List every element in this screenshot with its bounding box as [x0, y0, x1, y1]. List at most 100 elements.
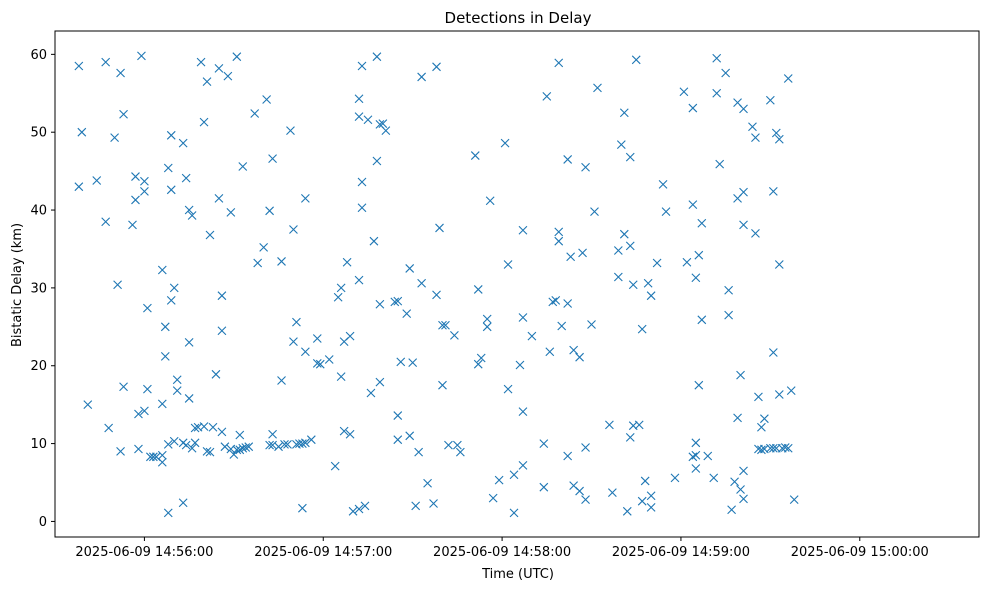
data-point: [736, 485, 745, 494]
data-point: [757, 445, 766, 455]
data-point: [166, 295, 176, 305]
x-tick-label: 2025-06-09 14:58:00: [433, 545, 571, 560]
data-point: [593, 83, 602, 93]
data-point: [581, 495, 590, 505]
y-tick-label: 50: [30, 126, 47, 141]
data-point: [357, 177, 367, 187]
data-point: [354, 275, 364, 285]
data-point: [771, 128, 781, 138]
data-point: [393, 435, 403, 445]
data-point: [751, 133, 760, 143]
y-tick-label: 30: [30, 281, 47, 296]
data-point: [563, 155, 573, 164]
data-point: [691, 438, 701, 448]
data-point: [241, 443, 251, 452]
data-point: [92, 176, 102, 185]
data-point: [539, 482, 549, 492]
data-point: [402, 309, 412, 318]
data-point: [232, 445, 242, 455]
data-point: [569, 345, 579, 355]
data-point: [637, 324, 647, 334]
data-point: [140, 186, 149, 196]
data-point: [381, 126, 391, 136]
data-point: [369, 236, 379, 246]
data-point: [372, 156, 382, 166]
y-tick-label: 60: [30, 48, 47, 63]
data-point: [452, 440, 462, 450]
data-point: [652, 258, 662, 268]
data-point: [429, 499, 438, 508]
data-point: [274, 442, 283, 452]
data-point: [289, 225, 298, 234]
data-point: [625, 241, 635, 251]
data-point: [366, 388, 376, 398]
data-point: [703, 451, 713, 461]
data-point: [163, 439, 173, 449]
data-point: [223, 71, 233, 81]
x-tick-label: 2025-06-09 14:56:00: [75, 545, 213, 560]
data-point: [208, 422, 218, 432]
data-point: [482, 314, 492, 324]
data-point: [625, 432, 635, 442]
data-point: [378, 119, 388, 129]
data-point: [554, 227, 564, 237]
data-point: [354, 112, 364, 122]
data-point: [473, 285, 483, 294]
data-point: [101, 217, 111, 227]
data-point: [432, 62, 441, 72]
data-point: [438, 320, 447, 330]
data-point: [658, 179, 668, 189]
data-point: [405, 264, 415, 273]
data-point: [518, 460, 528, 470]
data-point: [646, 291, 656, 301]
data-point: [214, 193, 224, 203]
data-point: [709, 473, 719, 483]
data-point: [184, 205, 194, 215]
data-point: [211, 369, 221, 379]
data-point: [503, 260, 513, 269]
data-point: [315, 359, 325, 369]
data-point: [739, 494, 748, 504]
y-tick-label: 0: [39, 515, 47, 530]
data-point: [140, 176, 149, 186]
data-point: [235, 430, 245, 440]
data-point: [253, 258, 263, 268]
data-point: [101, 57, 111, 67]
data-point: [289, 337, 298, 346]
data-point: [780, 443, 790, 452]
data-point: [83, 400, 93, 410]
data-point: [688, 452, 698, 462]
data-point: [455, 447, 465, 457]
data-point: [527, 331, 537, 341]
data-point: [172, 386, 182, 396]
data-point: [363, 115, 373, 125]
data-point: [181, 173, 191, 183]
chart-title: Detections in Delay: [445, 9, 592, 27]
data-point: [757, 422, 766, 432]
data-point: [300, 193, 310, 203]
data-point: [113, 280, 122, 290]
data-point: [268, 154, 277, 164]
data-point: [563, 299, 573, 308]
data-point: [619, 229, 629, 239]
data-point: [432, 290, 441, 300]
data-point: [765, 95, 775, 105]
data-point: [622, 506, 632, 516]
data-point: [634, 420, 644, 430]
data-point: [751, 229, 760, 238]
data-point: [148, 452, 158, 462]
data-point: [298, 503, 307, 513]
data-point: [581, 443, 590, 452]
data-point: [509, 470, 519, 480]
data-point: [748, 122, 757, 132]
data-point: [259, 243, 269, 252]
y-axis-label: Bistatic Delay (km): [10, 223, 25, 347]
data-point: [625, 152, 635, 162]
data-point: [300, 438, 310, 448]
data-point: [187, 443, 197, 453]
x-tick-label: 2025-06-09 15:00:00: [791, 545, 929, 560]
data-point: [712, 53, 722, 63]
data-point: [184, 394, 194, 403]
